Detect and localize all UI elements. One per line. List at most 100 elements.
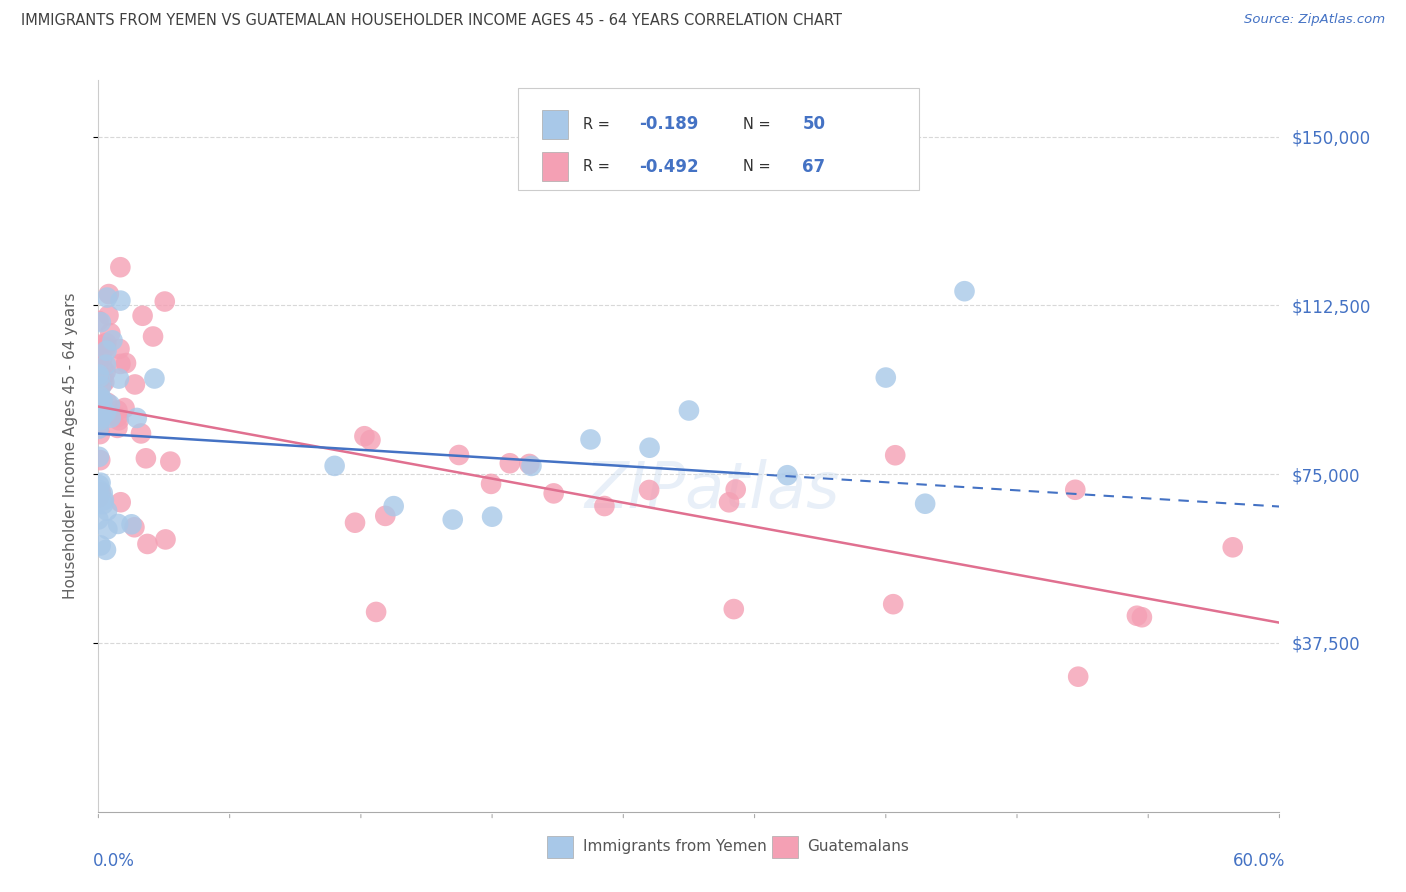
Point	[124, 520, 146, 534]
Point	[353, 429, 375, 443]
Point	[1067, 670, 1090, 684]
Point	[87, 392, 110, 407]
Point	[107, 421, 129, 435]
Point	[96, 406, 118, 420]
Point	[447, 448, 470, 462]
Point	[97, 287, 120, 301]
Point	[155, 533, 177, 547]
Text: IMMIGRANTS FROM YEMEN VS GUATEMALAN HOUSEHOLDER INCOME AGES 45 - 64 YEARS CORREL: IMMIGRANTS FROM YEMEN VS GUATEMALAN HOUS…	[21, 13, 842, 29]
Point	[91, 377, 114, 392]
Point	[89, 427, 111, 442]
Point	[91, 396, 114, 410]
Text: Immigrants from Yemen: Immigrants from Yemen	[582, 839, 766, 855]
Point	[124, 377, 146, 392]
Point	[638, 483, 661, 497]
Point	[93, 375, 115, 389]
Point	[359, 433, 381, 447]
Point	[638, 441, 661, 455]
Point	[344, 516, 367, 530]
Point	[579, 433, 602, 447]
Point	[110, 495, 132, 509]
Point	[89, 453, 111, 467]
Point	[110, 293, 132, 308]
Point	[94, 365, 117, 379]
Point	[374, 508, 396, 523]
Point	[593, 499, 616, 513]
Point	[481, 509, 503, 524]
Point	[91, 360, 114, 375]
FancyBboxPatch shape	[772, 836, 797, 858]
Point	[87, 478, 110, 492]
Text: N =: N =	[744, 117, 776, 132]
Point	[136, 537, 159, 551]
Point	[131, 309, 153, 323]
Point	[142, 329, 165, 343]
Y-axis label: Householder Income Ages 45 - 64 years: Householder Income Ages 45 - 64 years	[63, 293, 77, 599]
Point	[159, 455, 181, 469]
Text: -0.189: -0.189	[640, 115, 699, 133]
Point	[87, 337, 110, 351]
Point	[87, 491, 110, 505]
Point	[107, 403, 129, 417]
Text: Guatemalans: Guatemalans	[807, 839, 908, 855]
Point	[723, 602, 745, 616]
Point	[678, 403, 700, 417]
Point	[115, 356, 138, 370]
Point	[96, 503, 118, 517]
Point	[520, 458, 543, 473]
Point	[1222, 541, 1244, 555]
Point	[882, 597, 904, 611]
Point	[93, 493, 115, 508]
Point	[121, 517, 143, 532]
Point	[89, 413, 111, 427]
Text: Source: ZipAtlas.com: Source: ZipAtlas.com	[1244, 13, 1385, 27]
Point	[93, 369, 115, 384]
Point	[89, 370, 111, 384]
Point	[90, 410, 112, 425]
Point	[90, 475, 112, 490]
Point	[107, 413, 129, 427]
Point	[914, 497, 936, 511]
Point	[366, 605, 388, 619]
Point	[90, 485, 112, 500]
Point	[90, 538, 112, 552]
Point	[97, 309, 120, 323]
Text: 60.0%: 60.0%	[1233, 852, 1285, 870]
Point	[718, 495, 741, 509]
Point	[110, 260, 132, 275]
Point	[143, 371, 166, 385]
Text: -0.492: -0.492	[640, 158, 699, 176]
Point	[87, 421, 110, 435]
Point	[724, 483, 747, 497]
Point	[96, 336, 118, 351]
Point	[110, 357, 132, 371]
Point	[517, 457, 540, 471]
Point	[89, 406, 111, 420]
Point	[94, 406, 117, 420]
Point	[87, 314, 110, 328]
Point	[441, 512, 464, 526]
Point	[108, 342, 131, 356]
Point	[114, 401, 136, 415]
Point	[1130, 610, 1153, 624]
Point	[953, 284, 976, 298]
Point	[89, 483, 111, 497]
Point	[1126, 608, 1149, 623]
Point	[543, 486, 565, 500]
Text: 67: 67	[803, 158, 825, 176]
Point	[101, 334, 124, 348]
Point	[382, 499, 405, 513]
Text: ZIPatlas: ZIPatlas	[585, 458, 841, 521]
Text: 50: 50	[803, 115, 825, 133]
Text: R =: R =	[582, 159, 614, 174]
Point	[108, 371, 131, 385]
Point	[94, 542, 117, 557]
Point	[125, 411, 148, 425]
FancyBboxPatch shape	[543, 110, 568, 139]
Point	[94, 358, 117, 372]
Point	[96, 522, 118, 536]
Point	[91, 497, 114, 511]
Point	[98, 398, 121, 412]
Point	[93, 403, 115, 417]
Point	[94, 340, 117, 354]
